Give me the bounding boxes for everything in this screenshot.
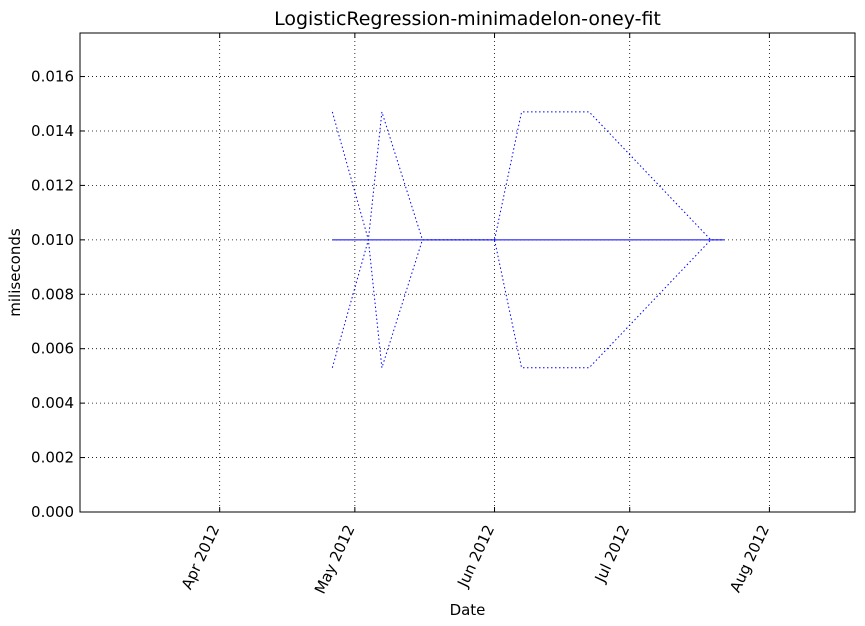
- x-axis-label: Date: [450, 601, 486, 619]
- y-tick-label: 0.002: [31, 449, 74, 467]
- ticks: [80, 33, 855, 513]
- chart-title: LogisticRegression-minimadelon-oney-fit: [274, 8, 661, 30]
- y-tick-label: 0.006: [31, 340, 74, 358]
- y-tick-label: 0.004: [31, 394, 74, 412]
- y-tick-label: 0.008: [31, 285, 74, 303]
- series-layer: [331, 111, 725, 369]
- plot-frame: [79, 32, 856, 513]
- y-tick-label: 0.010: [31, 231, 74, 249]
- y-tick-label: 0.012: [31, 176, 74, 194]
- y-tick-label: 0.014: [31, 122, 74, 140]
- y-axis-label: miliseconds: [6, 228, 24, 317]
- y-tick-label: 0.016: [31, 68, 74, 86]
- y-tick-label: 0.000: [31, 503, 74, 521]
